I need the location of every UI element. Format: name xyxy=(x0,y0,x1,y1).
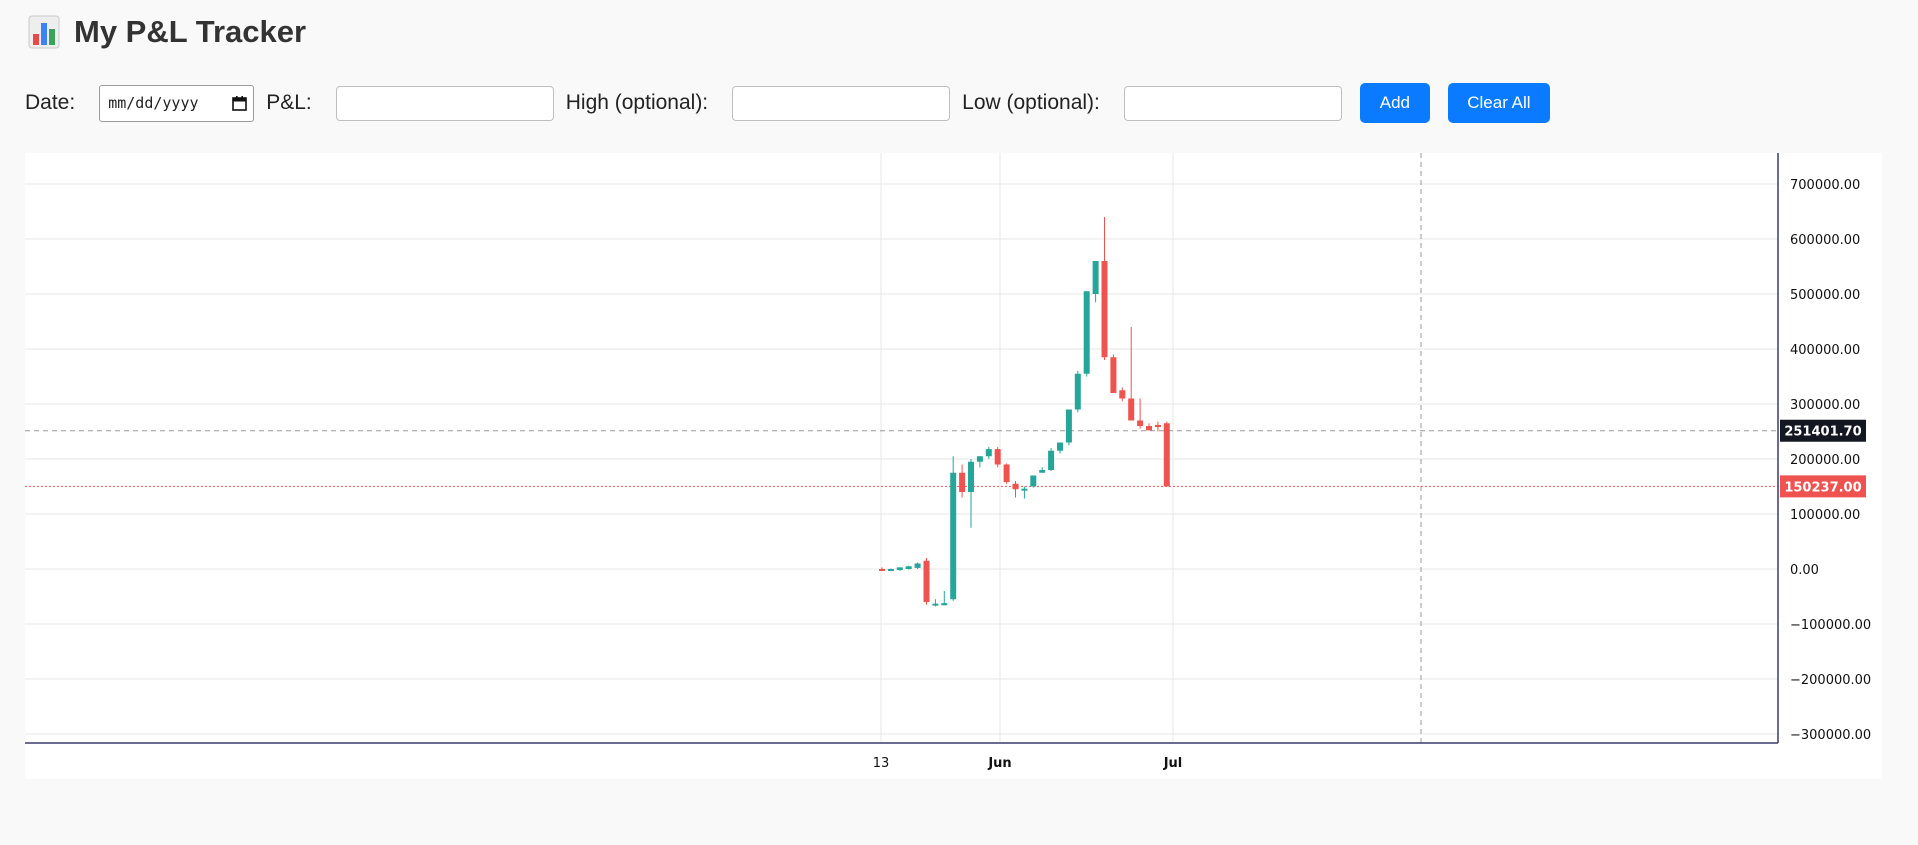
y-tick-label: −300000.00 xyxy=(1790,728,1871,743)
candle-body xyxy=(959,472,966,492)
candle-body xyxy=(985,449,992,457)
candle-body xyxy=(976,456,983,462)
candle-body xyxy=(968,461,974,492)
page-title-text: My P&L Tracker xyxy=(74,14,307,49)
candle-body xyxy=(1083,291,1090,374)
y-tick-label: 500000.00 xyxy=(1790,288,1860,303)
y-tick-label: 300000.00 xyxy=(1790,398,1860,413)
clear-all-button[interactable]: Clear All xyxy=(1447,83,1550,123)
y-tick-label: 0.00 xyxy=(1790,563,1819,578)
candle-body xyxy=(932,603,939,606)
candle-body xyxy=(1128,398,1135,421)
entry-form: Date: mm/dd/yyyy P&L: High (optional): L… xyxy=(25,83,1550,123)
page-title: My P&L Tracker xyxy=(28,14,306,50)
candle-body xyxy=(950,472,957,600)
high-input[interactable] xyxy=(732,85,951,121)
x-tick-label: Jun xyxy=(987,756,1011,771)
candle-body xyxy=(1163,423,1170,487)
candle-body xyxy=(1074,373,1081,410)
candle-body xyxy=(1039,470,1046,473)
crosshair-value-label-bg xyxy=(1780,419,1866,442)
candlestick-chart[interactable]: 700000.00 600000.00 500000.00 400000.00 3000… xyxy=(25,153,1882,779)
y-tick-label: 200000.00 xyxy=(1790,453,1860,468)
bar-chart-icon xyxy=(28,15,60,49)
candle-body xyxy=(1154,424,1161,428)
y-tick-label: −100000.00 xyxy=(1790,618,1871,633)
y-tick-label: −200000.00 xyxy=(1790,673,1871,688)
candle-body xyxy=(1048,450,1055,470)
candle-body xyxy=(905,566,912,569)
candle-body xyxy=(994,449,1001,465)
candle-body xyxy=(1119,390,1126,399)
candle-body xyxy=(1057,442,1063,451)
candle-body xyxy=(914,563,921,568)
candle-body xyxy=(1137,420,1144,426)
date-placeholder: mm/dd/yyyy xyxy=(108,94,199,112)
candle-body xyxy=(1092,261,1099,294)
candle-body xyxy=(1003,464,1010,483)
date-label: Date: xyxy=(25,91,76,114)
candle-body xyxy=(1146,426,1152,431)
crosshair-value-label: 251401.70 xyxy=(1784,425,1861,440)
y-tick-label: 100000.00 xyxy=(1790,508,1860,523)
last-value-label: 150237.00 xyxy=(1784,480,1861,495)
y-tick-label: 600000.00 xyxy=(1790,233,1860,248)
candle-body xyxy=(1012,483,1019,490)
chart-panel[interactable]: 700000.00 600000.00 500000.00 400000.00 3000… xyxy=(25,153,1882,779)
candle-body xyxy=(1110,357,1117,393)
candle-body xyxy=(1101,261,1108,358)
pnl-label: P&L: xyxy=(266,91,312,114)
candle-body xyxy=(1065,409,1072,443)
add-button[interactable]: Add xyxy=(1359,83,1430,123)
y-tick-label: 400000.00 xyxy=(1790,343,1860,358)
candle-body xyxy=(879,569,885,571)
y-tick-label: 700000.00 xyxy=(1790,178,1860,193)
candle-body xyxy=(887,569,894,571)
candle-body xyxy=(896,567,903,571)
high-label: High (optional): xyxy=(565,91,709,114)
candle-body xyxy=(1021,488,1028,491)
calendar-icon[interactable] xyxy=(232,95,248,111)
x-tick-label: 13 xyxy=(873,756,890,771)
candle-body xyxy=(941,603,948,606)
low-input[interactable] xyxy=(1123,85,1342,121)
candle-body xyxy=(923,560,930,602)
last-value-label-bg xyxy=(1780,475,1866,498)
candle-body xyxy=(1030,475,1037,487)
pnl-input[interactable] xyxy=(335,85,554,121)
x-tick-label: Jul xyxy=(1163,756,1183,771)
date-input[interactable]: mm/dd/yyyy xyxy=(99,84,255,122)
low-label: Low (optional): xyxy=(962,91,1100,114)
